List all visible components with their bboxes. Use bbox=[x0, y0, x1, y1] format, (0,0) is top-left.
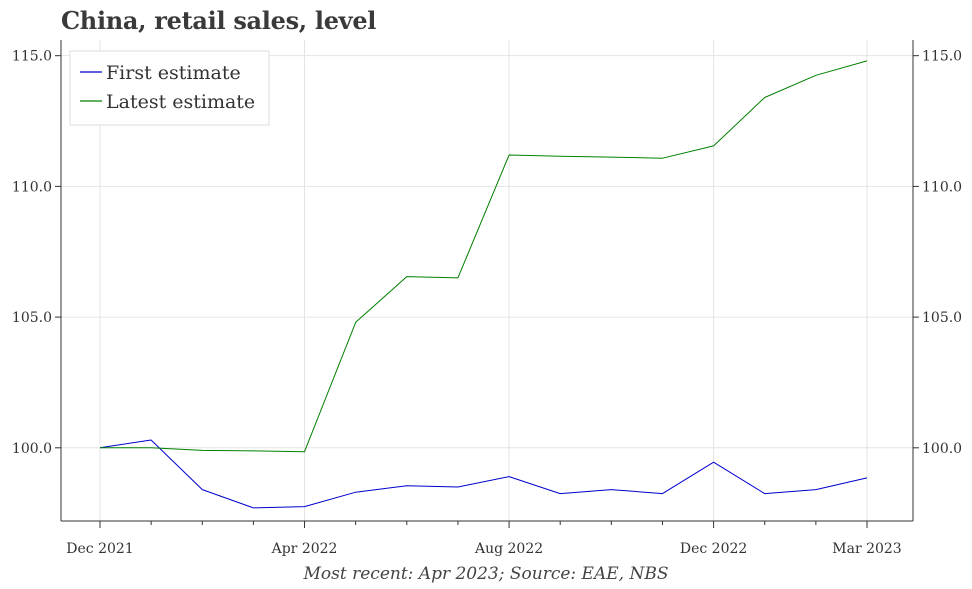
chart-title: China, retail sales, level bbox=[61, 6, 377, 35]
series-line-first-estimate bbox=[99, 439, 868, 509]
y-tick-label-right: 110.0 bbox=[922, 179, 962, 195]
x-tick-label: Aug 2022 bbox=[474, 541, 543, 557]
source-footnote: Most recent: Apr 2023; Source: EAE, NBS bbox=[303, 564, 669, 584]
legend: First estimate Latest estimate bbox=[69, 50, 270, 126]
y-tick-label-right: 105.0 bbox=[922, 310, 962, 326]
legend-label-latest-estimate: Latest estimate bbox=[106, 91, 255, 113]
x-tick-label: Dec 2021 bbox=[66, 541, 133, 557]
legend-label-first-estimate: First estimate bbox=[106, 62, 241, 84]
y-tick-label-right: 100.0 bbox=[922, 441, 962, 457]
y-tick-label-left: 110.0 bbox=[12, 179, 52, 195]
legend-box bbox=[69, 50, 270, 126]
x-tick-label: Mar 2023 bbox=[832, 541, 901, 557]
y-tick-label-left: 100.0 bbox=[12, 441, 52, 457]
x-tick-label: Apr 2022 bbox=[271, 541, 338, 557]
y-tick-label-left: 105.0 bbox=[12, 310, 52, 326]
series-line-latest-estimate bbox=[100, 60, 868, 453]
x-tick-label: Dec 2022 bbox=[680, 541, 747, 557]
series-layer bbox=[99, 60, 868, 509]
y-tick-label-right: 115.0 bbox=[922, 49, 962, 65]
y-tick-label-left: 115.0 bbox=[12, 49, 52, 65]
axes: 100.0 100.0 105.0 105.0 110.0 110.0 115.0 115.0… bbox=[12, 49, 962, 557]
